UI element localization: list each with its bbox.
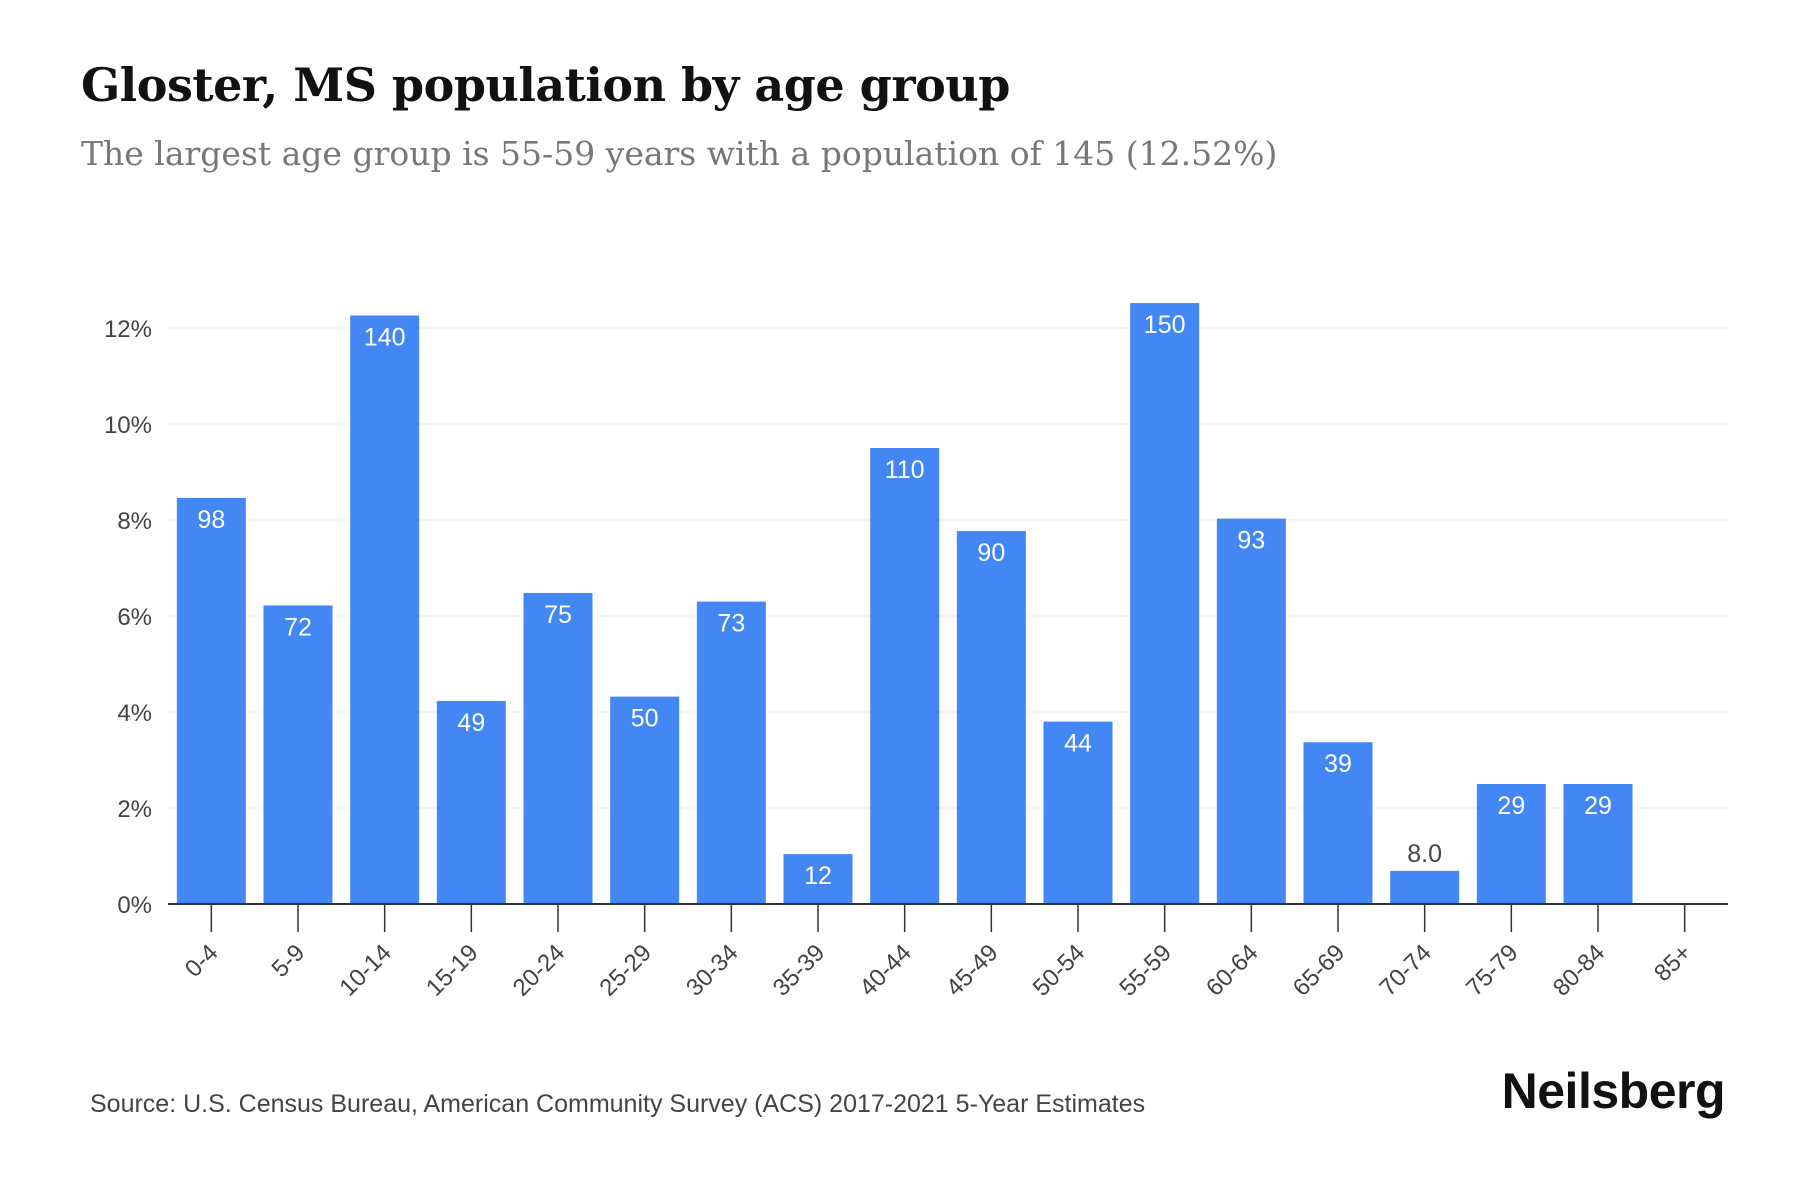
data-label: 75	[544, 601, 572, 629]
data-label: 93	[1237, 527, 1265, 555]
source-note: Source: U.S. Census Bureau, American Com…	[90, 1090, 1146, 1118]
bar	[696, 601, 766, 904]
data-label: 98	[197, 506, 225, 534]
bar	[176, 497, 246, 904]
bar	[1303, 742, 1373, 904]
data-label: 49	[457, 709, 485, 737]
bar	[1216, 518, 1286, 904]
x-tick-label: 30-34	[681, 939, 744, 1002]
x-tick-label: 60-64	[1201, 939, 1264, 1002]
data-label: 39	[1324, 750, 1352, 778]
x-tick-label: 20-24	[508, 939, 571, 1002]
data-label: 29	[1497, 792, 1525, 820]
bar	[1130, 303, 1200, 904]
bar	[350, 315, 420, 904]
y-tick-label: 12%	[104, 316, 152, 343]
x-tick-label: 85+	[1649, 939, 1697, 987]
data-label: 90	[977, 539, 1005, 567]
x-tick-label: 0-4	[180, 939, 224, 983]
bar	[436, 700, 506, 904]
data-label: 8.0	[1407, 840, 1442, 868]
x-tick-label: 15-19	[421, 939, 484, 1002]
bar-chart: 0% 2% 4% 6% 8% 10% 12% 98 0-4 72 5-9 140 10-14 49 15-1…	[104, 303, 1728, 1002]
x-tick-label: 25-29	[594, 939, 657, 1002]
data-label: 140	[364, 324, 406, 352]
x-tick-label: 80-84	[1548, 939, 1611, 1002]
chart-subtitle: The largest age group is 55-59 years wit…	[81, 134, 1278, 173]
x-tick-label: 40-44	[854, 939, 917, 1002]
x-tick-label: 65-69	[1288, 939, 1351, 1002]
data-label: 29	[1584, 792, 1612, 820]
bar	[870, 448, 940, 904]
data-label: 12	[804, 862, 832, 890]
brand-logo: Neilsberg	[1501, 1063, 1726, 1119]
data-label: 44	[1064, 730, 1092, 758]
bar	[1043, 721, 1113, 904]
data-label: 150	[1144, 311, 1186, 339]
y-tick-label: 0%	[117, 892, 152, 919]
bar	[1563, 784, 1633, 904]
y-tick-label: 10%	[104, 412, 152, 439]
y-tick-label: 6%	[117, 604, 152, 631]
bar	[956, 531, 1026, 904]
bar	[783, 854, 853, 904]
x-tick-label: 50-54	[1028, 939, 1091, 1002]
x-tick-label: 10-14	[334, 939, 397, 1002]
data-label: 72	[284, 613, 312, 641]
x-tick-label: 35-39	[768, 939, 831, 1002]
data-label: 73	[717, 610, 745, 638]
x-tick-label: 45-49	[941, 939, 1004, 1002]
bar	[523, 592, 593, 904]
bar	[263, 605, 333, 904]
x-tick-label: 55-59	[1114, 939, 1177, 1002]
y-tick-label: 4%	[117, 700, 152, 727]
y-tick-label: 8%	[117, 508, 152, 535]
x-tick-label: 5-9	[267, 939, 311, 983]
bar	[1476, 784, 1546, 904]
bar	[610, 696, 680, 904]
data-label: 50	[631, 705, 659, 733]
chart-title: Gloster, MS population by age group	[81, 58, 1010, 112]
data-label: 110	[885, 456, 925, 484]
y-tick-label: 2%	[117, 796, 152, 823]
x-tick-label: 75-79	[1461, 939, 1524, 1002]
bar	[1390, 870, 1460, 904]
x-tick-label: 70-74	[1374, 939, 1437, 1002]
